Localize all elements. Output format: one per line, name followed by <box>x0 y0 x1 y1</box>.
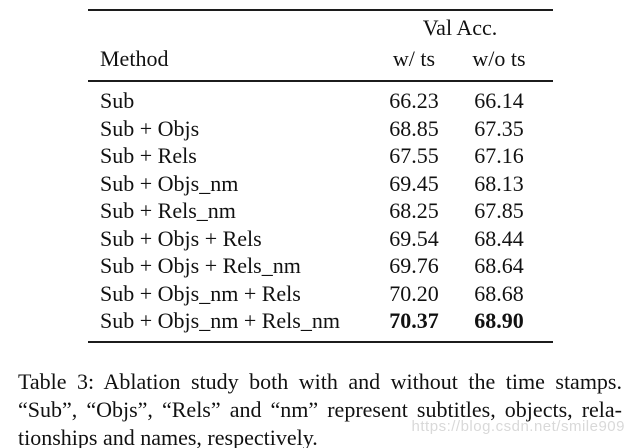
table-caption: Table 3: Ablation study both with and wi… <box>18 368 622 448</box>
wo-ts-value: 68.44 <box>474 225 524 251</box>
w-ts-value: 70.37 <box>389 308 439 333</box>
table-row: Sub + Rels 67.55 67.16 <box>88 143 545 171</box>
header-wts-label: w/ ts <box>392 46 436 71</box>
header-method-label: Method <box>100 46 169 71</box>
w-ts-value: 69.54 <box>389 225 439 251</box>
method-cell: Sub + Rels <box>100 143 197 168</box>
table-row: Sub + Objs_nm + Rels_nm 70.37 68.90 <box>88 308 545 336</box>
wo-ts-value: 67.35 <box>474 115 524 141</box>
table-row: Sub + Objs + Rels_nm 69.76 68.64 <box>88 253 545 281</box>
caption-line: “Sub”, “Objs”, “Rels” and “nm” represent… <box>18 397 622 422</box>
table-row: Sub + Objs + Rels 69.54 68.44 <box>88 226 545 254</box>
header-group-row: Val Acc. <box>88 15 545 46</box>
method-cell: Sub + Objs + Rels <box>100 225 262 251</box>
table-row: Sub + Objs_nm + Rels 70.20 68.68 <box>88 281 545 309</box>
header-wots-label: w/o ts <box>472 46 526 71</box>
w-ts-value: 69.45 <box>389 170 439 196</box>
wo-ts-value: 67.85 <box>474 198 524 223</box>
table-row: Sub + Rels_nm 68.25 67.85 <box>88 198 545 226</box>
wo-ts-value: 68.13 <box>474 170 524 196</box>
watermark-text: https://blog.csdn.net/smile909 <box>411 418 625 435</box>
caption-line: tionships and names, respectively. <box>18 425 318 448</box>
method-cell: Sub + Objs <box>100 115 200 141</box>
w-ts-value: 67.55 <box>389 143 439 168</box>
table-row: Sub + Objs_nm 69.45 68.13 <box>88 171 545 199</box>
table-row: Sub 66.23 66.14 <box>88 88 545 116</box>
wo-ts-value: 68.68 <box>474 280 524 306</box>
method-cell: Sub + Objs + Rels_nm <box>100 253 301 278</box>
table-top-rule <box>88 9 553 11</box>
method-cell: Sub + Objs_nm + Rels_nm <box>100 308 340 333</box>
table-bottom-rule <box>88 340 553 343</box>
w-ts-value: 70.20 <box>389 280 439 306</box>
header-group-label: Val Acc. <box>422 15 498 40</box>
table-row: Sub + Objs 68.85 67.35 <box>88 116 545 144</box>
w-ts-value: 68.85 <box>389 115 439 141</box>
caption-line: Table 3: Ablation study both with and wi… <box>18 369 622 394</box>
wo-ts-value: 66.14 <box>474 88 524 113</box>
wo-ts-value: 67.16 <box>474 143 524 168</box>
table-body: Sub 66.23 66.14 Sub + Objs 68.85 67.35 Sub + R… <box>88 82 553 341</box>
wo-ts-value: 68.64 <box>474 253 524 278</box>
wo-ts-value: 68.90 <box>474 308 524 333</box>
ablation-table: Val Acc. Method w/ ts w/o ts Sub 66.23 66.… <box>88 9 553 343</box>
method-cell: Sub <box>100 88 135 113</box>
table-header: Val Acc. Method w/ ts w/o ts <box>88 11 553 80</box>
method-cell: Sub + Objs_nm <box>100 170 239 196</box>
w-ts-value: 69.76 <box>389 253 439 278</box>
method-cell: Sub + Objs_nm + Rels <box>100 280 301 306</box>
header-columns-row: Method w/ ts w/o ts <box>88 46 545 77</box>
table-mid-rule <box>88 80 553 82</box>
w-ts-value: 68.25 <box>389 198 439 223</box>
w-ts-value: 66.23 <box>389 88 439 113</box>
method-cell: Sub + Rels_nm <box>100 198 236 223</box>
